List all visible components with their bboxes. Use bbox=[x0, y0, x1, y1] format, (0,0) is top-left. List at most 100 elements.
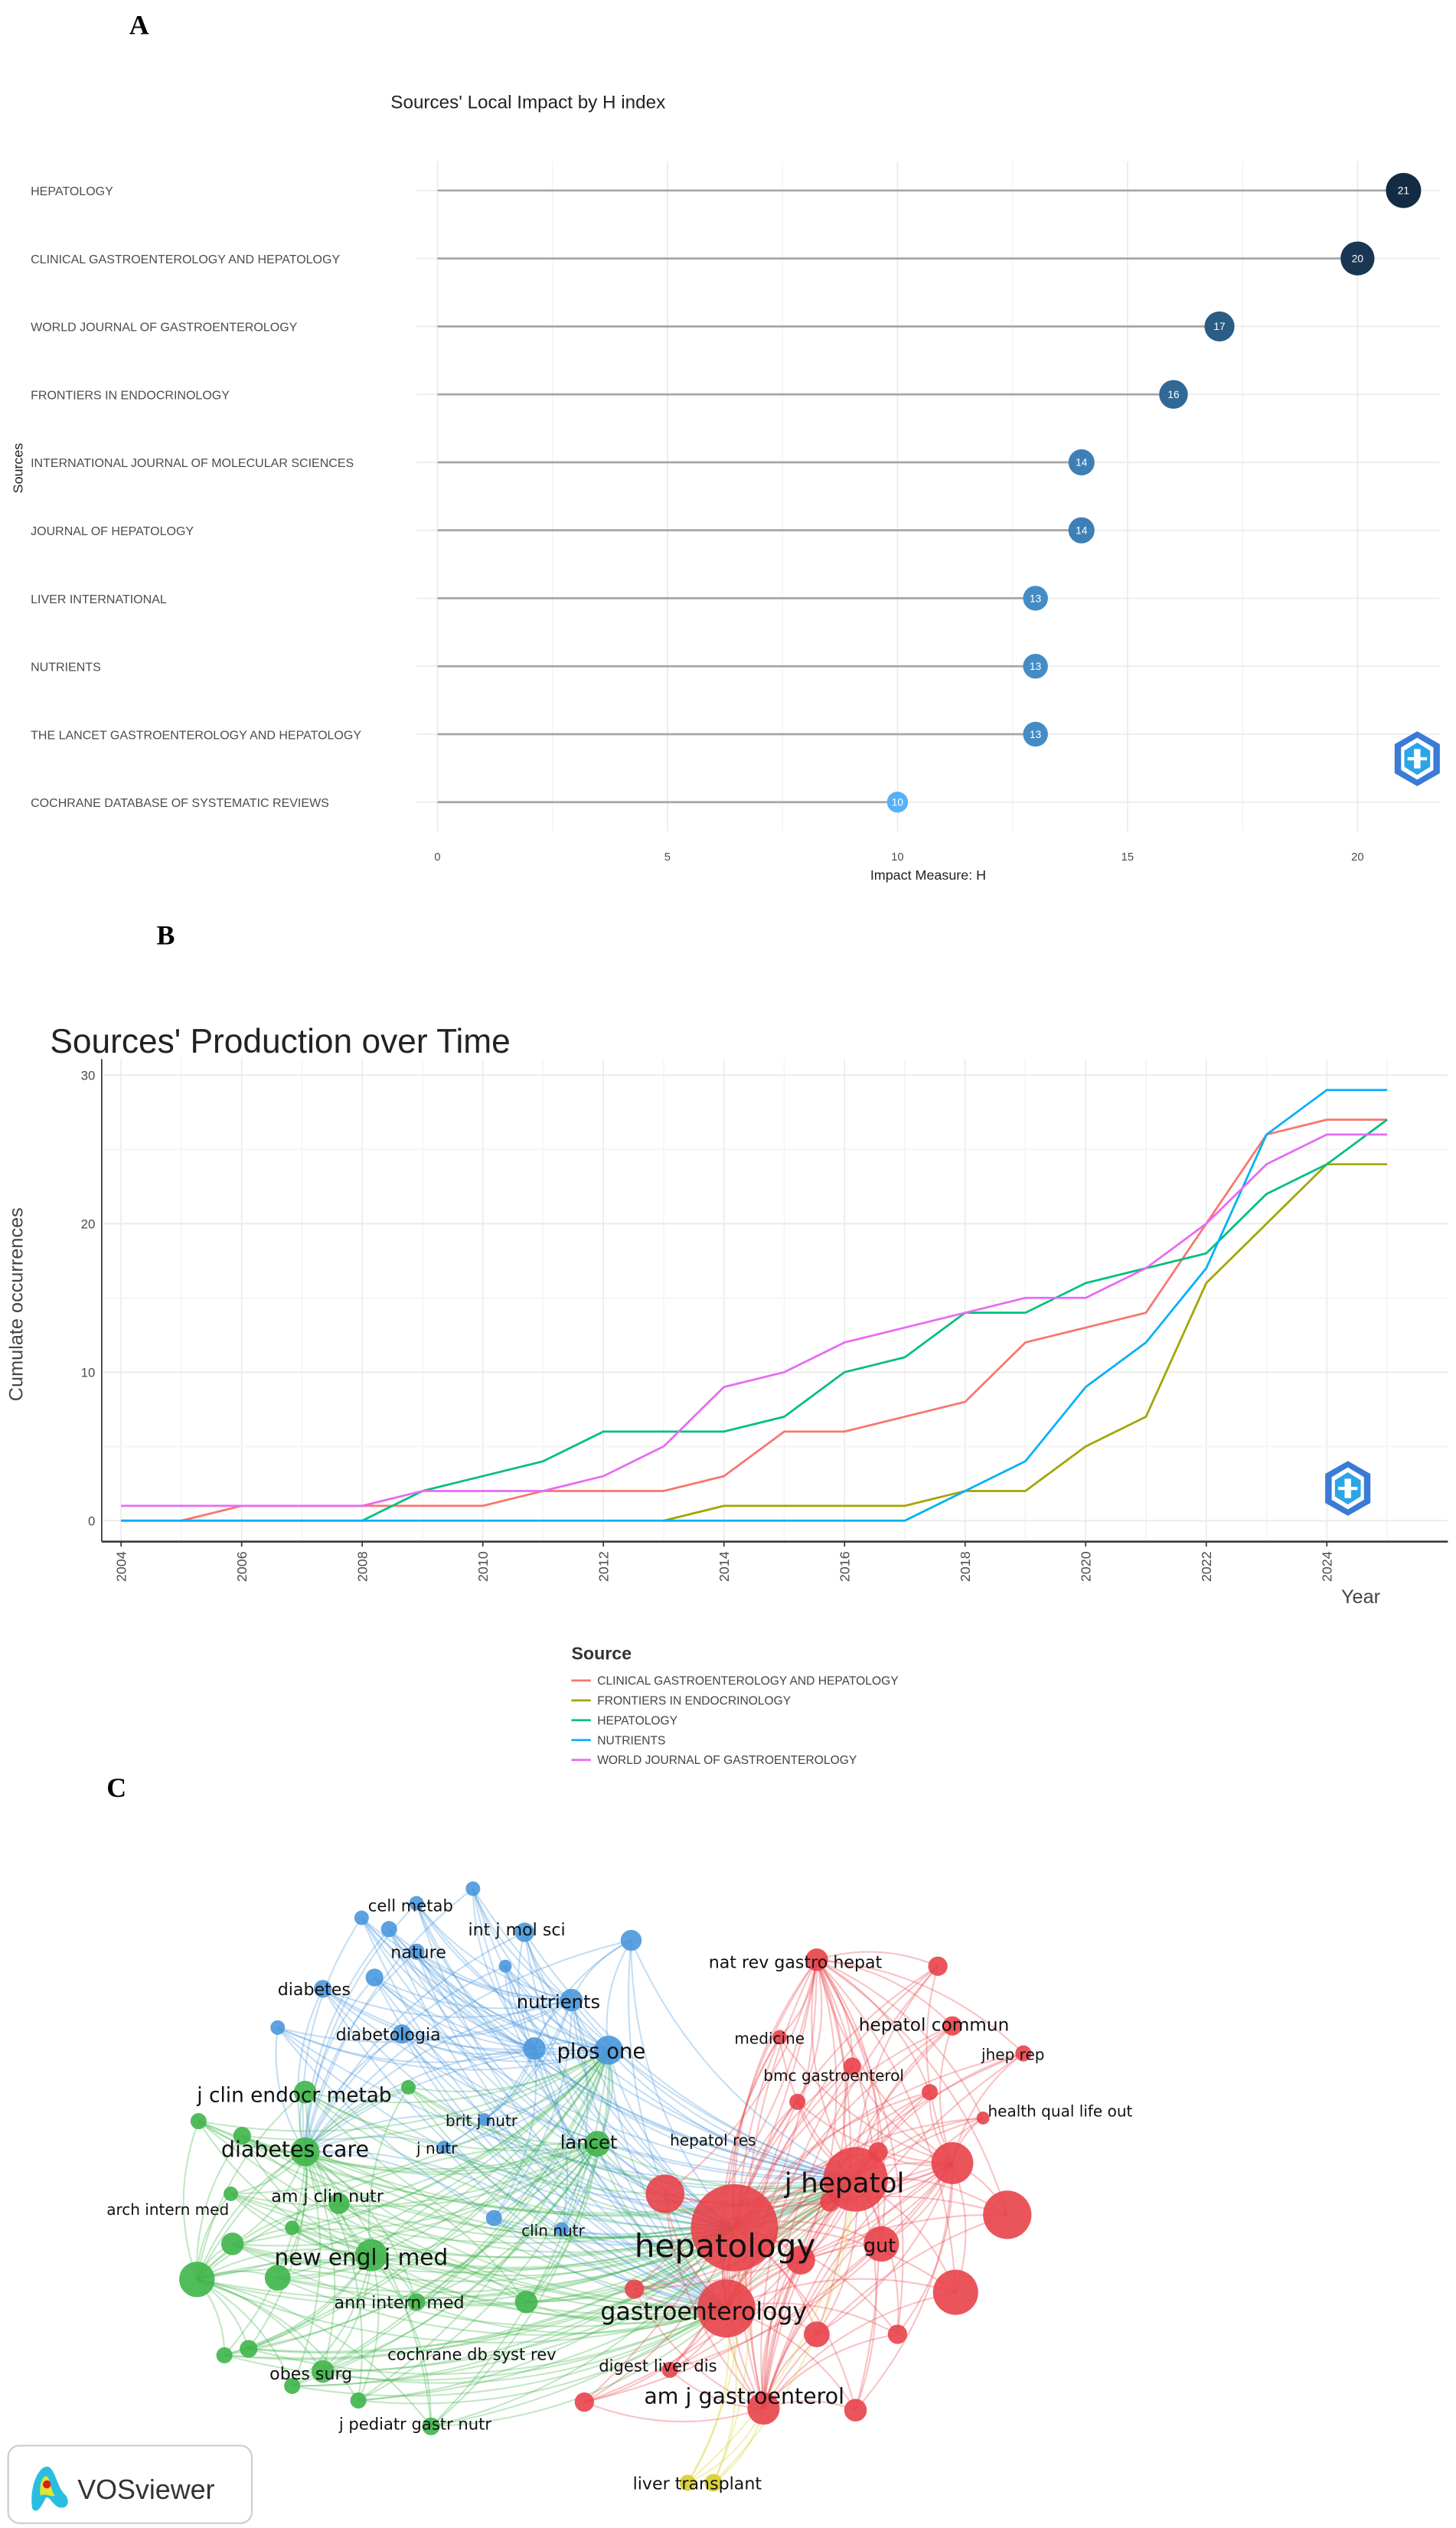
network-edge bbox=[197, 2050, 609, 2281]
network-edge bbox=[304, 1888, 474, 2152]
chart-a-xlabel: Impact Measure: H bbox=[870, 867, 986, 883]
network-edge bbox=[322, 2308, 727, 2384]
network-node bbox=[437, 2140, 451, 2154]
network-edge bbox=[854, 2179, 877, 2411]
network-edge bbox=[357, 2050, 609, 2402]
network-edge bbox=[305, 2151, 527, 2303]
chart-b-legend: Source CLINICAL GASTROENTEROLOGY AND HEP… bbox=[571, 1644, 899, 1768]
network-label: medicine bbox=[734, 2029, 805, 2047]
network-edge bbox=[224, 2050, 609, 2357]
network-edge bbox=[762, 2201, 831, 2409]
chart-b-ylabel: Cumulate occurrences bbox=[6, 1207, 28, 1401]
network-edge bbox=[816, 1958, 1008, 2216]
network-node bbox=[584, 2131, 611, 2157]
x-tick-label: 2018 bbox=[958, 1551, 973, 1582]
network-node bbox=[350, 2392, 367, 2409]
network-edge bbox=[401, 2033, 535, 2056]
network-edge bbox=[416, 1903, 609, 2051]
lollipop-dot bbox=[1159, 380, 1188, 409]
network-edge bbox=[484, 2050, 609, 2121]
network-edge bbox=[525, 2050, 610, 2303]
network-label: jhep rep bbox=[981, 2046, 1044, 2064]
chart-a-ylabel: Sources bbox=[11, 443, 26, 494]
network-edge bbox=[733, 1965, 939, 2229]
network-edge bbox=[896, 2163, 954, 2335]
source-label: NUTRIENTS bbox=[31, 661, 101, 674]
x-tick-label: 2024 bbox=[1320, 1551, 1335, 1582]
network-edge bbox=[493, 2048, 537, 2219]
network-edge bbox=[472, 1888, 609, 2051]
network-edge bbox=[304, 1977, 376, 2152]
network-node bbox=[645, 2174, 685, 2213]
network-edge bbox=[443, 2048, 535, 2148]
network-edge bbox=[401, 2033, 856, 2181]
chart-b-grid: 0 10 20 30 2004 2006 2008 2010 2012 2014 2016 2018 2… bbox=[81, 1059, 1448, 1582]
network-edge bbox=[493, 2050, 609, 2219]
network-edge bbox=[430, 2178, 857, 2428]
network-edge bbox=[401, 1999, 573, 2038]
lollipop-dot bbox=[1386, 172, 1422, 208]
x-tick-label: 10 bbox=[891, 851, 903, 864]
network-edge bbox=[669, 2179, 857, 2371]
network-node bbox=[843, 2057, 861, 2076]
lollipop-dot bbox=[1204, 311, 1235, 341]
source-label: WORLD JOURNAL OF GASTROENTEROLOGY bbox=[31, 321, 298, 335]
network-edge bbox=[816, 1958, 1024, 2054]
network-edge bbox=[816, 1959, 854, 2066]
network-node bbox=[328, 2193, 350, 2214]
network-edge bbox=[224, 2308, 727, 2381]
network-edge bbox=[630, 1940, 857, 2180]
network-edge bbox=[408, 2049, 609, 2092]
network-edge bbox=[322, 1987, 535, 2050]
chart-b-lines bbox=[121, 1089, 1388, 1522]
network-edge bbox=[196, 2248, 372, 2281]
network-edge bbox=[338, 2203, 735, 2253]
network-edge bbox=[524, 1932, 609, 2051]
series-line-0 bbox=[181, 1119, 1388, 1522]
x-tick-label: 2004 bbox=[114, 1551, 129, 1582]
x-tick-label: 15 bbox=[1121, 851, 1134, 864]
network-edge bbox=[762, 2213, 1008, 2409]
network-node bbox=[285, 2220, 300, 2236]
network-node bbox=[785, 2245, 815, 2275]
x-tick-label: 2006 bbox=[234, 1551, 250, 1582]
network-edge bbox=[292, 2255, 373, 2387]
chart-a-title: Sources' Local Impact by H index bbox=[390, 92, 665, 113]
network-node bbox=[465, 1881, 481, 1896]
network-edge bbox=[407, 2086, 735, 2229]
network-node bbox=[931, 2142, 974, 2184]
network-label: am j gastroenterol bbox=[644, 2384, 844, 2409]
value-label: 20 bbox=[1352, 253, 1364, 264]
value-label: 14 bbox=[1076, 525, 1088, 537]
network-label: brit j nutr bbox=[446, 2112, 518, 2130]
source-label: THE LANCET GASTROENTEROLOGY AND HEPATOLO… bbox=[31, 728, 361, 742]
network-edge bbox=[504, 1965, 609, 2051]
network-node bbox=[679, 2474, 696, 2491]
source-label: CLINICAL GASTROENTEROLOGY AND HEPATOLOGY bbox=[31, 253, 340, 266]
network-edge bbox=[628, 1940, 727, 2309]
network-edge bbox=[533, 1939, 632, 2050]
x-tick-label: 2020 bbox=[1079, 1551, 1094, 1582]
network-node bbox=[942, 2016, 962, 2036]
network-edge bbox=[277, 2027, 609, 2071]
network-label: clin nutr bbox=[521, 2221, 585, 2239]
legend-entry: FRONTIERS IN ENDOCRINOLOGY bbox=[597, 1694, 792, 1707]
network-edge bbox=[304, 2033, 403, 2153]
network-edge bbox=[305, 2143, 598, 2176]
network-edge bbox=[304, 1999, 572, 2153]
network-node bbox=[220, 2232, 244, 2255]
bibliometrix-logo-icon bbox=[1325, 1461, 1371, 1516]
lollipop-dot bbox=[1340, 241, 1375, 276]
network-edge bbox=[371, 2050, 609, 2256]
network-node bbox=[983, 2190, 1032, 2239]
network-edge bbox=[374, 1977, 535, 2050]
network-label: liver transplant bbox=[633, 2474, 762, 2494]
network-edge bbox=[196, 2091, 306, 2280]
network-edge bbox=[533, 2048, 727, 2310]
lollipop-dot bbox=[1023, 586, 1048, 611]
network-edge bbox=[371, 2254, 527, 2303]
network-label: diabetes care bbox=[221, 2137, 369, 2162]
network-edge bbox=[816, 1958, 984, 2118]
network-edge bbox=[361, 1917, 856, 2180]
network-edge bbox=[248, 2255, 372, 2350]
